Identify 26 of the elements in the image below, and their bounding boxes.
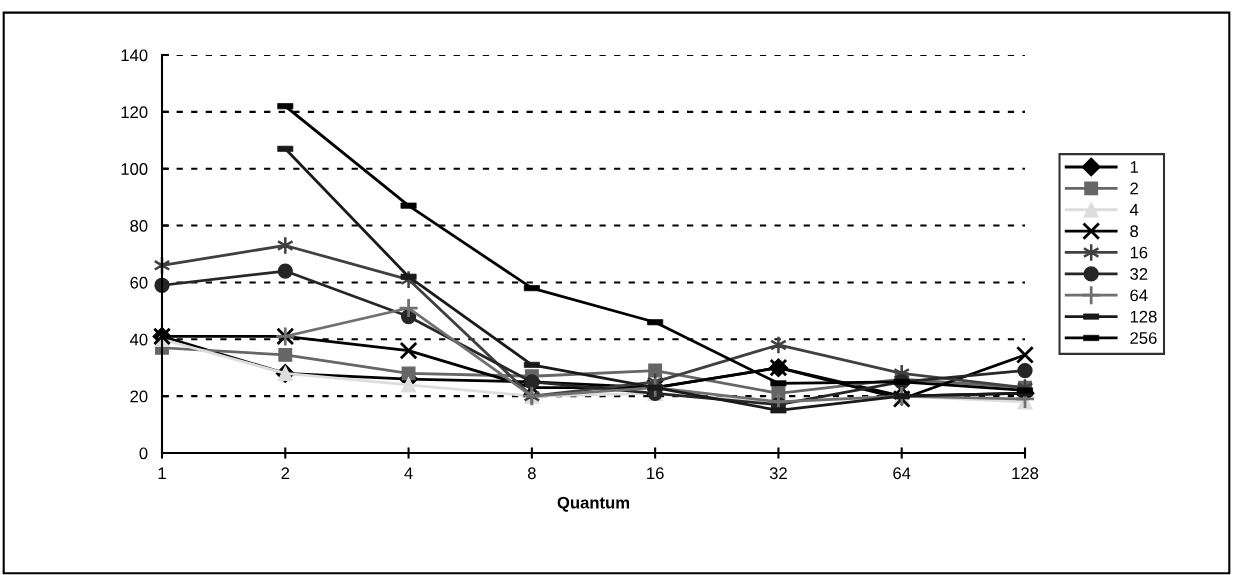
x-tick-label: 16 (647, 467, 664, 480)
x-tick-label: 64 (893, 467, 911, 480)
x-tick-label: 2 (281, 467, 290, 479)
x-tick-label: 8 (527, 467, 536, 480)
legend-label: 2 (1130, 182, 1138, 195)
x-tick-label: 1 (158, 467, 166, 479)
y-tick-label: 100 (121, 163, 148, 175)
y-tick-label: 140 (121, 49, 148, 62)
legend-label: 4 (1129, 204, 1139, 216)
y-tick-label: 20 (130, 390, 148, 403)
legend-label: 256 (1130, 332, 1157, 344)
legend-label: 8 (1130, 225, 1139, 238)
legend-label: 64 (1130, 289, 1148, 302)
x-axis-title: Quantum (557, 496, 630, 512)
legend-label: 16 (1130, 246, 1148, 259)
x-tick-label: 128 (1012, 467, 1039, 480)
y-tick-label: 60 (130, 276, 148, 289)
y-tick-label: 120 (121, 106, 148, 119)
legend-label: 1 (1130, 161, 1138, 173)
y-tick-label: 80 (130, 219, 148, 232)
x-tick-label: 4 (404, 467, 413, 479)
y-tick-label: 40 (129, 333, 148, 346)
x-tick-label: 32 (769, 467, 787, 480)
y-tick-label: 0 (139, 447, 148, 460)
legend-label: 128 (1130, 310, 1157, 323)
legend-label: 32 (1130, 268, 1148, 280)
